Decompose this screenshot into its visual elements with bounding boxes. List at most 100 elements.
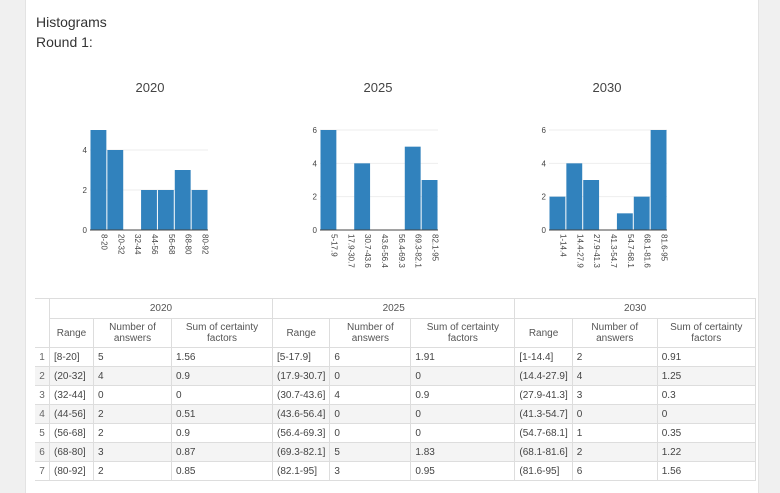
table-cell: 1.83 bbox=[410, 442, 516, 462]
table-cell: 0 bbox=[329, 423, 412, 443]
table-cell: (30.7-43.6] bbox=[271, 385, 331, 405]
table-cell: 0 bbox=[410, 366, 516, 386]
column-header-sum-of-certainty-factors: Sum of certainty factors bbox=[410, 318, 516, 348]
table-cell: 1 bbox=[571, 423, 658, 443]
table-cell: [8-20] bbox=[49, 347, 94, 367]
row-index: 2 bbox=[35, 366, 50, 386]
histogram-bar bbox=[107, 150, 124, 230]
column-header-range: Range bbox=[49, 318, 94, 348]
table-cell: (82.1-95] bbox=[271, 461, 331, 481]
histogram-bar bbox=[421, 180, 438, 230]
table-cell: 0 bbox=[410, 404, 516, 424]
x-tick-label: 69.3-82.1 bbox=[414, 234, 423, 268]
chart-title-2020: 2020 bbox=[135, 80, 165, 95]
column-header-number-of-answers: Number of answers bbox=[93, 318, 172, 348]
table-cell: (20-32] bbox=[49, 366, 94, 386]
table-cell: 6 bbox=[329, 347, 412, 367]
table-cell: 0.3 bbox=[656, 385, 756, 405]
column-header-number-of-answers: Number of answers bbox=[329, 318, 412, 348]
table-cell: (14.4-27.9] bbox=[514, 366, 573, 386]
column-header-range: Range bbox=[514, 318, 573, 348]
column-header-sum-of-certainty-factors: Sum of certainty factors bbox=[656, 318, 756, 348]
table-cell: 0 bbox=[571, 404, 658, 424]
histogram-bar bbox=[141, 190, 157, 230]
histogram-bar bbox=[157, 190, 174, 230]
table-cell: 4 bbox=[93, 366, 172, 386]
chart-title-2025: 2025 bbox=[363, 80, 393, 95]
table-cell: (27.9-41.3] bbox=[514, 385, 573, 405]
row-index: 7 bbox=[35, 461, 50, 481]
histogram-bar bbox=[616, 213, 633, 230]
table-cell: 3 bbox=[571, 385, 658, 405]
table-cell: 0 bbox=[656, 404, 756, 424]
table-cell: (43.6-56.4] bbox=[271, 404, 331, 424]
table-cell: 5 bbox=[329, 442, 412, 462]
table-cell: (68.1-81.6] bbox=[514, 442, 573, 462]
histogram-bar bbox=[90, 130, 107, 230]
x-tick-label: 56-68 bbox=[167, 234, 176, 255]
table-cell: (32-44] bbox=[49, 385, 94, 405]
row-index: 4 bbox=[35, 404, 50, 424]
table-cell: (41.3-54.7] bbox=[514, 404, 573, 424]
group-header-2025: 2025 bbox=[271, 298, 516, 319]
x-tick-label: 17.9-30.7 bbox=[346, 234, 355, 268]
y-tick-label: 6 bbox=[542, 126, 547, 135]
histogram-table: 2020 2025 2030 Range Number of answers Sum… bbox=[35, 298, 756, 481]
table-cell: 4 bbox=[329, 385, 412, 405]
table-cell: 0 bbox=[329, 366, 412, 386]
chart-title-2030: 2030 bbox=[592, 80, 622, 95]
table-cell: (69.3-82.1] bbox=[271, 442, 331, 462]
column-header-sum-of-certainty-factors: Sum of certainty factors bbox=[171, 318, 273, 348]
y-tick-label: 0 bbox=[542, 226, 547, 235]
table-cell: 1.56 bbox=[171, 347, 273, 367]
x-tick-label: 20-32 bbox=[116, 234, 125, 255]
table-cell: (56-68] bbox=[49, 423, 94, 443]
table-row: 4 (44-56] 2 0.51 (43.6-56.4] 0 0 (41.3-54.7] 0 0 bbox=[35, 404, 756, 424]
table-cell: 3 bbox=[329, 461, 412, 481]
table-cell: 2 bbox=[571, 347, 658, 367]
table-cell: 0 bbox=[329, 404, 412, 424]
x-tick-label: 41.3-54.7 bbox=[609, 234, 618, 268]
table-cell: 0.9 bbox=[410, 385, 516, 405]
row-index: 3 bbox=[35, 385, 50, 405]
table-cell: 0 bbox=[171, 385, 273, 405]
table-row: 5 (56-68] 2 0.9 (56.4-69.3] 0 0 (54.7-68.1] 1 0.3… bbox=[35, 423, 756, 443]
y-tick-label: 4 bbox=[313, 159, 318, 168]
table-cell: 1.56 bbox=[656, 461, 756, 481]
table-cell: 2 bbox=[93, 423, 172, 443]
table-cell: (81.6-95] bbox=[514, 461, 573, 481]
histogram-bar bbox=[650, 130, 667, 230]
y-tick-label: 0 bbox=[83, 226, 88, 235]
y-tick-label: 4 bbox=[542, 159, 547, 168]
index-header bbox=[35, 298, 50, 348]
table-cell: 0.85 bbox=[171, 461, 273, 481]
x-tick-label: 81.6-95 bbox=[660, 234, 669, 262]
table-cell: 6 bbox=[571, 461, 658, 481]
group-header-2020: 2020 bbox=[49, 298, 273, 319]
table-cell: (68-80] bbox=[49, 442, 94, 462]
x-tick-label: 32-44 bbox=[133, 234, 142, 255]
x-tick-label: 14.4-27.9 bbox=[575, 234, 584, 268]
y-tick-label: 2 bbox=[542, 193, 547, 202]
histogram-bar bbox=[583, 180, 600, 230]
table-row: 7 (80-92] 2 0.85 (82.1-95] 3 0.95 (81.6-95] 6 1.5… bbox=[35, 461, 756, 481]
y-tick-label: 4 bbox=[83, 146, 88, 155]
table-cell: [5-17.9] bbox=[271, 347, 331, 367]
table-cell: 0.9 bbox=[171, 366, 273, 386]
x-tick-label: 68-80 bbox=[184, 234, 193, 255]
histogram-bar bbox=[354, 163, 371, 230]
histogram-bar bbox=[566, 163, 583, 230]
table-cell: 5 bbox=[93, 347, 172, 367]
table-cell: 0.95 bbox=[410, 461, 516, 481]
y-tick-label: 6 bbox=[313, 126, 318, 135]
table-cell: 0.35 bbox=[656, 423, 756, 443]
table-cell: 0.91 bbox=[656, 347, 756, 367]
table-cell: 2 bbox=[93, 404, 172, 424]
histogram-bar bbox=[320, 130, 337, 230]
y-tick-label: 0 bbox=[313, 226, 318, 235]
round-label: Round 1: bbox=[36, 34, 93, 50]
x-tick-label: 8-20 bbox=[99, 234, 108, 251]
table-cell: 0 bbox=[410, 423, 516, 443]
group-header-2030: 2030 bbox=[514, 298, 756, 319]
x-tick-label: 1-14.4 bbox=[558, 234, 567, 257]
